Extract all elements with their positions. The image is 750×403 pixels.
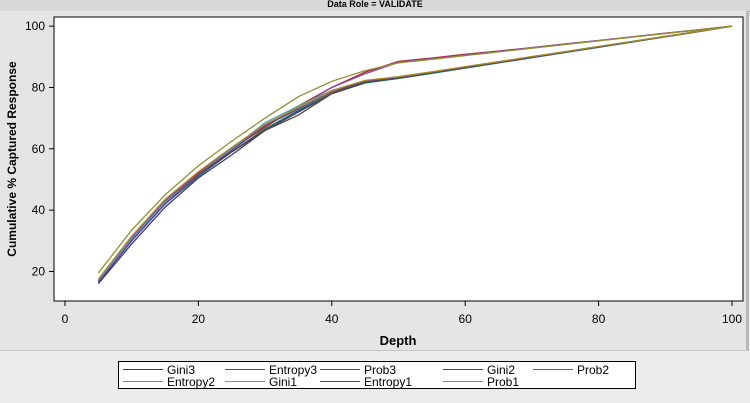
legend-label: Prob1 (487, 375, 520, 389)
legend-item-entropy1: Entropy1 (320, 375, 412, 389)
x-tick-label: 0 (62, 312, 69, 326)
y-tick-label: 20 (32, 264, 46, 278)
x-tick-label: 80 (592, 312, 606, 326)
series-line-prob1 (97, 25, 733, 280)
legend-swatch (320, 381, 360, 383)
legend-item-prob3: Prob3 (320, 363, 396, 377)
legend: Gini3 Entropy3 Prob3 Gini2 Prob2 Entropy2 Gini… (118, 361, 636, 389)
legend-swatch (533, 369, 573, 371)
legend-swatch (123, 369, 163, 371)
legend-swatch (225, 369, 265, 371)
series-line-entropy2 (97, 25, 733, 274)
y-tick-label: 40 (32, 203, 46, 217)
legend-item-prob1: Prob1 (443, 375, 519, 389)
chart-title: Data Role = VALIDATE (327, 0, 423, 9)
legend-label: Gini1 (269, 375, 298, 389)
legend-label: Gini3 (167, 363, 196, 377)
legend-label: Gini2 (487, 363, 516, 377)
plot-area (53, 16, 744, 302)
legend-swatch (443, 381, 483, 383)
legend-item-entropy3: Entropy3 (225, 363, 317, 377)
legend-label: Entropy2 (167, 375, 216, 389)
legend-label: Prob3 (364, 363, 397, 377)
legend-swatch (443, 369, 483, 371)
y-axis: 20 40 60 80 100 (25, 19, 54, 278)
x-tick-label: 100 (722, 312, 742, 326)
x-tick-label: 40 (325, 312, 339, 326)
y-tick-label: 60 (32, 142, 46, 156)
legend-swatch (123, 381, 163, 383)
legend-item-entropy2: Entropy2 (123, 375, 215, 389)
legend-label: Entropy1 (364, 375, 413, 389)
legend-label: Entropy3 (269, 363, 318, 377)
x-axis-label: Depth (380, 333, 417, 348)
y-tick-label: 100 (25, 19, 45, 33)
series-lines (97, 25, 733, 285)
legend-item-gini1: Gini1 (225, 375, 297, 389)
legend-swatch (320, 369, 360, 371)
x-tick-label: 60 (459, 312, 473, 326)
legend-item-gini2: Gini2 (443, 363, 515, 377)
legend-label: Prob2 (577, 363, 610, 377)
legend-item-gini3: Gini3 (123, 363, 195, 377)
legend-swatch (225, 381, 265, 383)
legend-item-prob2: Prob2 (533, 363, 609, 377)
x-tick-label: 20 (192, 312, 206, 326)
y-axis-label: Cumulative % Captured Response (5, 61, 19, 257)
x-axis: 0 20 40 60 80 100 (62, 301, 742, 326)
y-tick-label: 80 (32, 80, 46, 94)
